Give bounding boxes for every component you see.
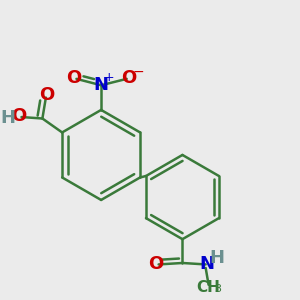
Text: H: H	[1, 110, 16, 128]
Text: H: H	[210, 249, 225, 267]
Text: O: O	[122, 69, 136, 87]
Text: N: N	[94, 76, 109, 94]
Text: O: O	[148, 255, 164, 273]
Text: O: O	[67, 69, 82, 87]
Text: O: O	[11, 107, 26, 125]
Text: +: +	[104, 71, 115, 85]
Text: −: −	[133, 64, 144, 79]
Text: CH: CH	[196, 280, 220, 295]
Text: 3: 3	[214, 284, 221, 294]
Text: N: N	[200, 255, 214, 273]
Text: O: O	[39, 86, 54, 104]
